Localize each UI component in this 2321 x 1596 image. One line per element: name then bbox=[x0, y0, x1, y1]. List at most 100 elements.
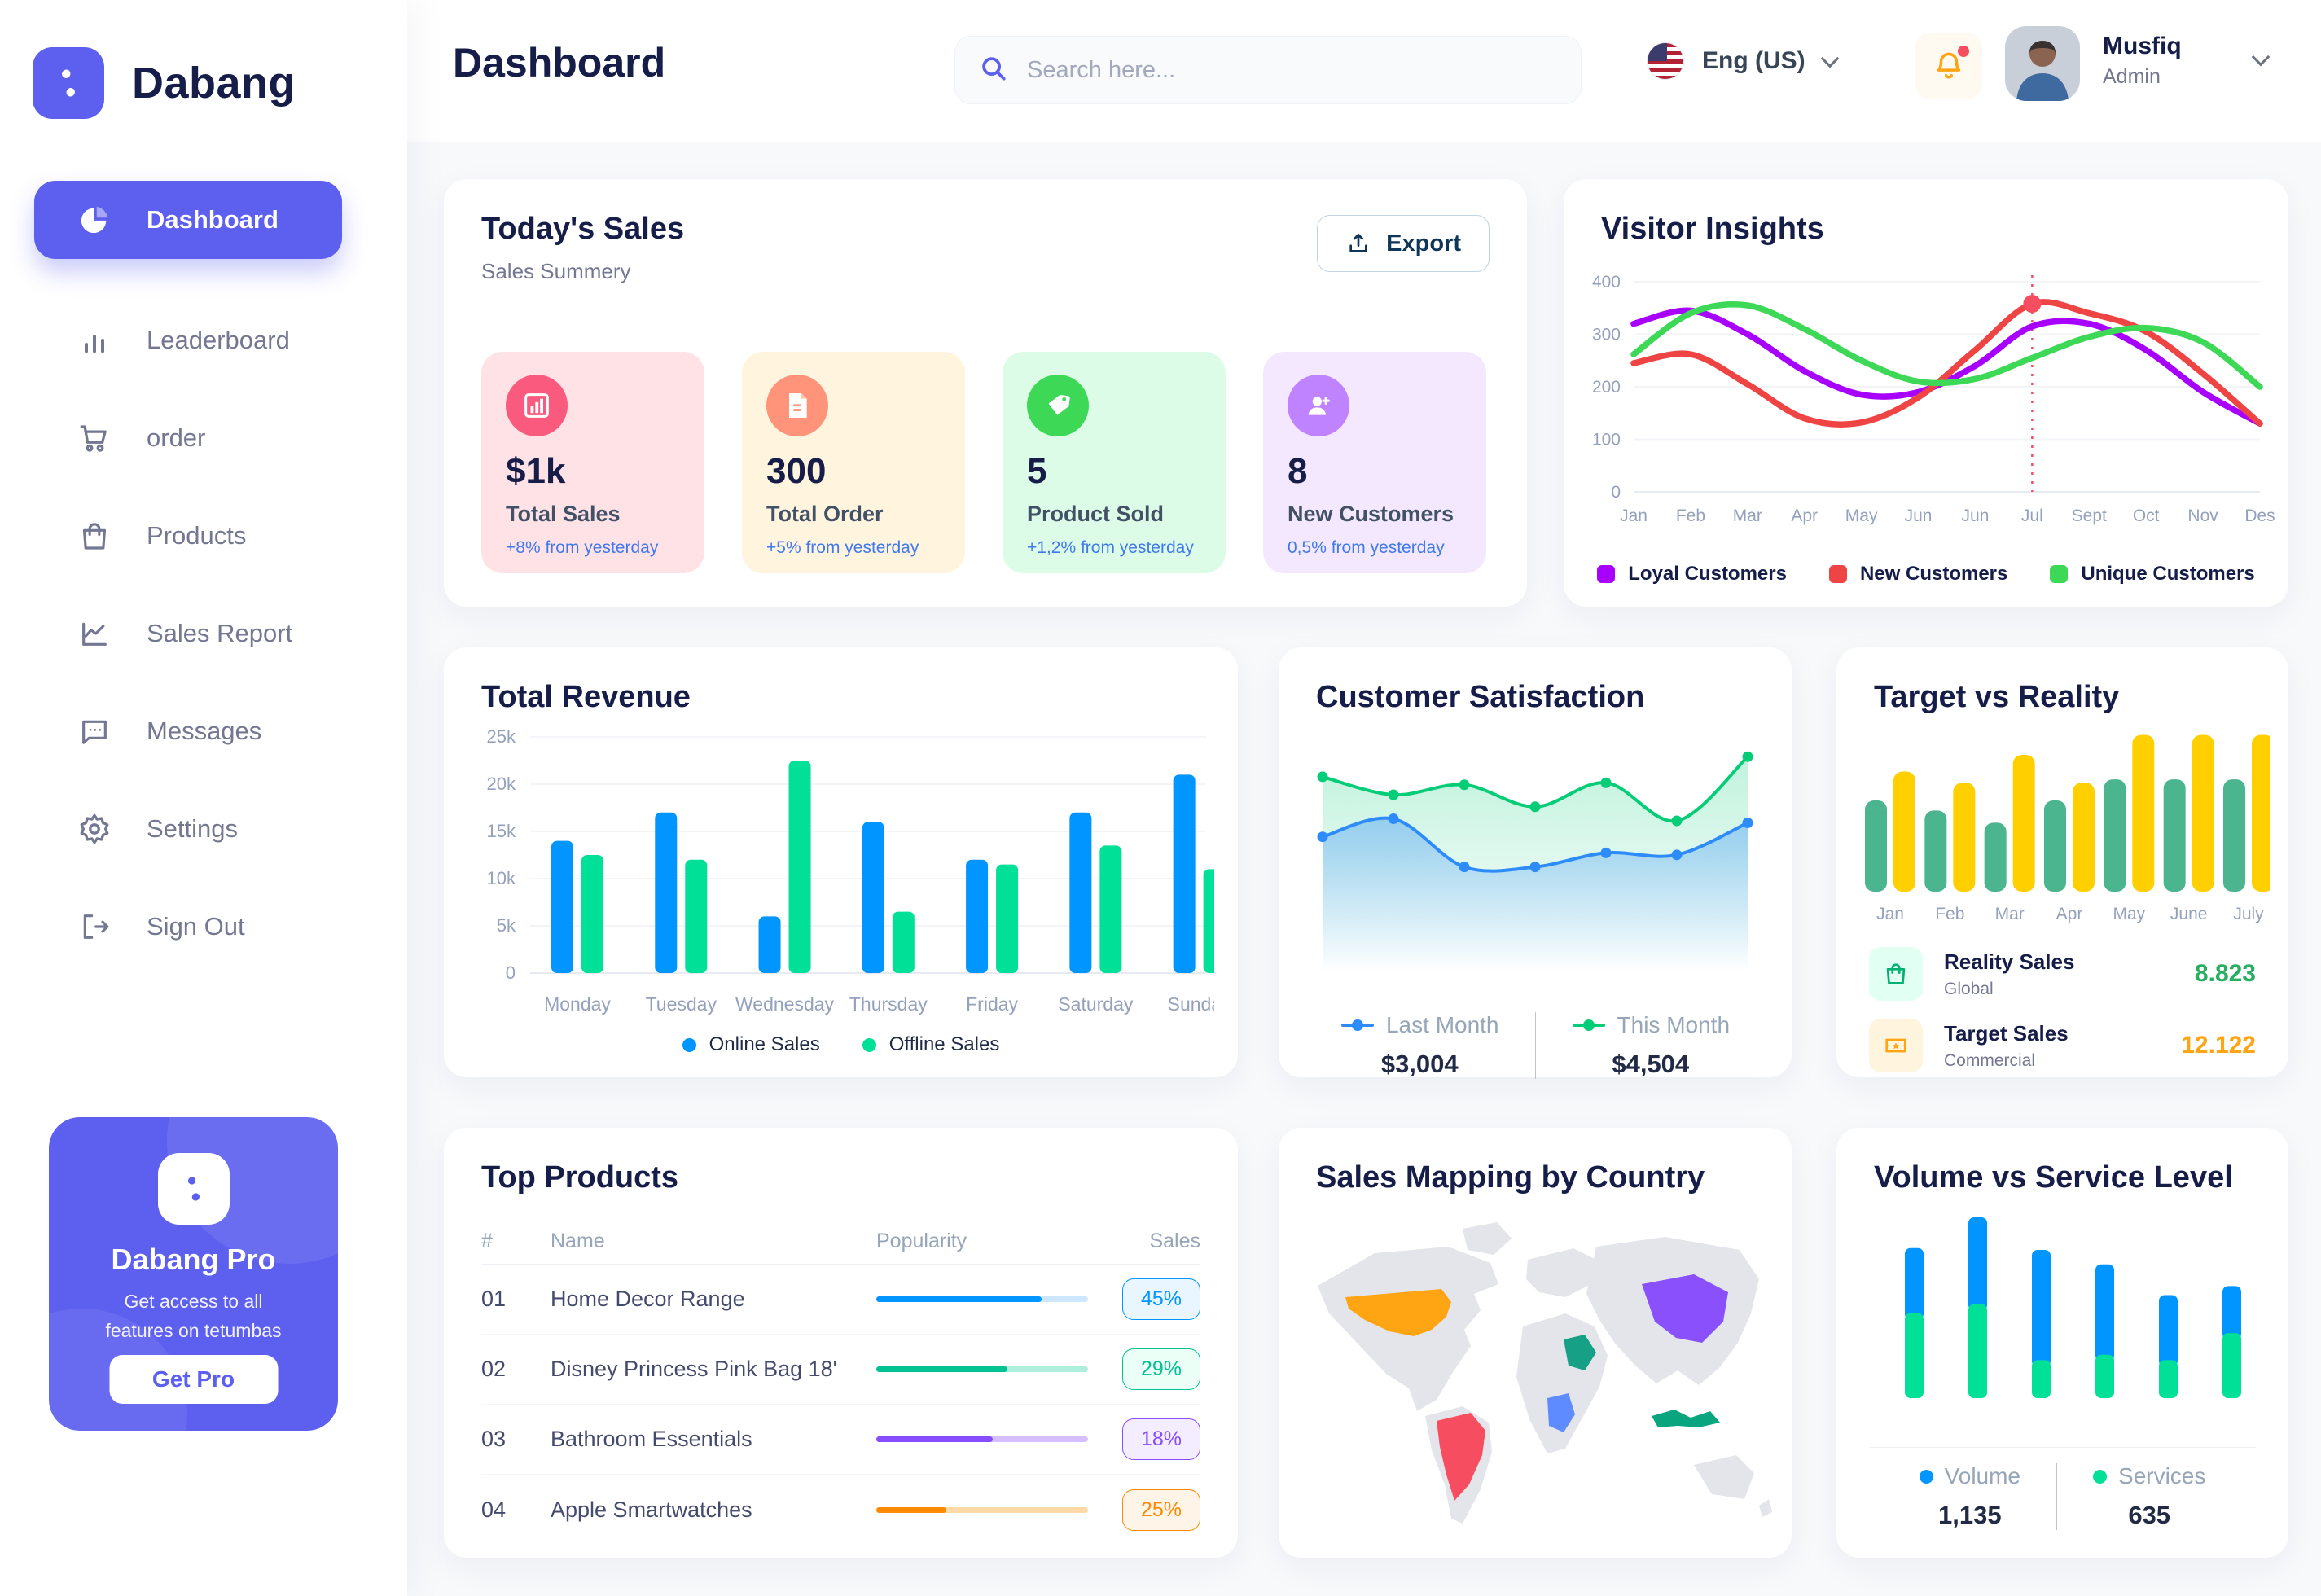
message-icon bbox=[77, 713, 112, 749]
sidebar-item-sales-report[interactable]: Sales Report bbox=[34, 594, 342, 673]
last-month-legend: Last Month $3,004 bbox=[1305, 1012, 1535, 1079]
table-row: 04 Apple Smartwatches 25% bbox=[481, 1475, 1200, 1545]
table-row: 03 Bathroom Essentials 18% bbox=[481, 1405, 1200, 1475]
svg-text:0: 0 bbox=[1611, 483, 1621, 502]
profile-chevron-down-icon[interactable] bbox=[2251, 47, 2271, 67]
target-vs-reality-title: Target vs Reality bbox=[1874, 680, 2120, 714]
svg-text:400: 400 bbox=[1592, 273, 1621, 292]
stat-label: Product Sold bbox=[1027, 502, 1164, 526]
this-month-legend: This Month $4,504 bbox=[1534, 1012, 1766, 1079]
svg-text:Friday: Friday bbox=[966, 993, 1018, 1015]
export-button[interactable]: Export bbox=[1317, 215, 1490, 272]
svg-text:Thursday: Thursday bbox=[849, 993, 928, 1015]
country-indonesia bbox=[1652, 1410, 1720, 1427]
sidebar-item-label: Products bbox=[147, 521, 247, 550]
unique-customers-swatch bbox=[2050, 565, 2069, 583]
cart-icon bbox=[77, 420, 112, 456]
svg-text:20k: 20k bbox=[487, 774, 516, 794]
sidebar-item-order[interactable]: order bbox=[34, 399, 342, 477]
sidebar-item-label: Sales Report bbox=[147, 619, 293, 647]
svg-text:100: 100 bbox=[1592, 431, 1621, 449]
svg-text:Feb: Feb bbox=[1676, 506, 1705, 525]
country-brazil bbox=[1437, 1413, 1485, 1501]
divider bbox=[1869, 1447, 2256, 1448]
reality-sales-legend: Reality Sales Global 8.823 bbox=[1869, 939, 2256, 1009]
brand: Dabang bbox=[33, 47, 296, 119]
online-sales-swatch bbox=[682, 1037, 696, 1052]
sales-mapping-card: Sales Mapping by Country bbox=[1279, 1128, 1792, 1558]
total-revenue-title: Total Revenue bbox=[481, 680, 691, 714]
svg-text:Jul: Jul bbox=[2021, 506, 2043, 525]
svg-text:June: June bbox=[2170, 905, 2208, 923]
popularity-bar bbox=[876, 1296, 1088, 1302]
top-products-card: Top Products # Name Popularity Sales 01 … bbox=[444, 1128, 1238, 1558]
language-label: Eng (US) bbox=[1702, 47, 1805, 74]
stat-value: 8 bbox=[1288, 451, 1308, 491]
pro-card-subtitle: Get access to all features on tetumbas bbox=[105, 1291, 282, 1341]
svg-text:Mar: Mar bbox=[1733, 506, 1762, 525]
visitor-insights-legend: Loyal Customers New Customers Unique Cus… bbox=[1564, 563, 2288, 585]
stat-label: New Customers bbox=[1288, 502, 1454, 526]
export-icon bbox=[1349, 234, 1367, 252]
leaderboard-icon bbox=[77, 322, 112, 358]
services-legend: Services 635 bbox=[2056, 1463, 2241, 1530]
user-plus-icon bbox=[1288, 375, 1349, 436]
sidebar: Dabang Dashboard Leaderboard order Produ… bbox=[0, 0, 407, 1596]
pie-chart-icon bbox=[77, 202, 112, 238]
sidebar-item-label: Leaderboard bbox=[147, 326, 290, 354]
total-revenue-chart: 0 5k 10k 15k 20k 25k Monday Tuesday Wednesday Thu… bbox=[467, 722, 1232, 1030]
stat-value: $1k bbox=[506, 451, 566, 491]
todays-sales-card: Today's Sales Sales Summery Export $1k T… bbox=[444, 179, 1527, 607]
volume-vs-service-legend: Volume 1,135 Services 635 bbox=[1836, 1463, 2288, 1530]
svg-text:25k: 25k bbox=[487, 726, 516, 747]
sidebar-item-leaderboard[interactable]: Leaderboard bbox=[34, 301, 342, 379]
us-flag-icon bbox=[1647, 42, 1684, 80]
stat-value: 300 bbox=[766, 451, 827, 491]
notifications-button[interactable] bbox=[1915, 33, 1982, 99]
stats-row: $1k Total Sales +8% from yesterday 300 T… bbox=[481, 352, 1486, 573]
sidebar-item-products[interactable]: Products bbox=[34, 497, 342, 575]
sales-badge: 45% bbox=[1122, 1278, 1200, 1320]
notification-badge bbox=[1958, 46, 1969, 57]
search-bar[interactable] bbox=[954, 36, 1582, 104]
search-input[interactable] bbox=[1027, 56, 1558, 84]
bar-chart-icon bbox=[506, 375, 568, 436]
svg-text:Jan: Jan bbox=[1876, 905, 1904, 923]
country-china bbox=[1642, 1274, 1728, 1343]
svg-text:Sept: Sept bbox=[2072, 506, 2107, 525]
svg-text:Des: Des bbox=[2244, 506, 2275, 525]
table-row: 01 Home Decor Range 45% bbox=[481, 1265, 1200, 1335]
sidebar-item-dashboard[interactable]: Dashboard bbox=[34, 181, 342, 259]
user-name: Musfiq bbox=[2103, 33, 2182, 59]
dabang-pro-logo-icon bbox=[157, 1153, 230, 1225]
target-sales-legend: Target Sales Commercial 12.122 bbox=[1869, 1011, 2256, 1081]
svg-text:Sunday: Sunday bbox=[1168, 993, 1214, 1015]
svg-text:300: 300 bbox=[1592, 326, 1621, 344]
top-products-header: # Name Popularity Sales bbox=[481, 1219, 1200, 1265]
user-meta[interactable]: Musfiq Admin bbox=[2103, 33, 2182, 89]
volume-legend: Volume 1,135 bbox=[1884, 1463, 2056, 1530]
svg-text:May: May bbox=[1845, 506, 1878, 525]
svg-text:0: 0 bbox=[506, 962, 516, 983]
chevron-down-icon bbox=[1820, 49, 1839, 68]
get-pro-button[interactable]: Get Pro bbox=[109, 1355, 278, 1404]
brand-name: Dabang bbox=[132, 59, 296, 107]
target-vs-reality-chart: Jan Feb Mar Apr May June July bbox=[1854, 719, 2274, 927]
search-icon bbox=[978, 53, 1009, 88]
language-selector[interactable]: Eng (US) bbox=[1647, 42, 1839, 80]
sidebar-item-settings[interactable]: Settings bbox=[34, 790, 342, 868]
customer-satisfaction-legend: Last Month $3,004 This Month $4,504 bbox=[1279, 1012, 1792, 1079]
svg-text:Jun: Jun bbox=[1905, 506, 1933, 525]
this-month-marker-icon bbox=[1572, 1019, 1605, 1031]
avatar[interactable] bbox=[2005, 26, 2080, 101]
stat-total-sales: $1k Total Sales +8% from yesterday bbox=[481, 352, 704, 573]
reality-sales-value: 8.823 bbox=[2194, 960, 2256, 987]
svg-text:200: 200 bbox=[1592, 378, 1621, 397]
sidebar-item-sign-out[interactable]: Sign Out bbox=[34, 888, 342, 966]
last-month-marker-icon bbox=[1340, 1019, 1374, 1031]
sidebar-item-messages[interactable]: Messages bbox=[34, 692, 342, 770]
stat-product-sold: 5 Product Sold +1,2% from yesterday bbox=[1003, 352, 1226, 573]
svg-text:Nov: Nov bbox=[2187, 506, 2218, 525]
svg-text:Jan: Jan bbox=[1620, 506, 1648, 525]
